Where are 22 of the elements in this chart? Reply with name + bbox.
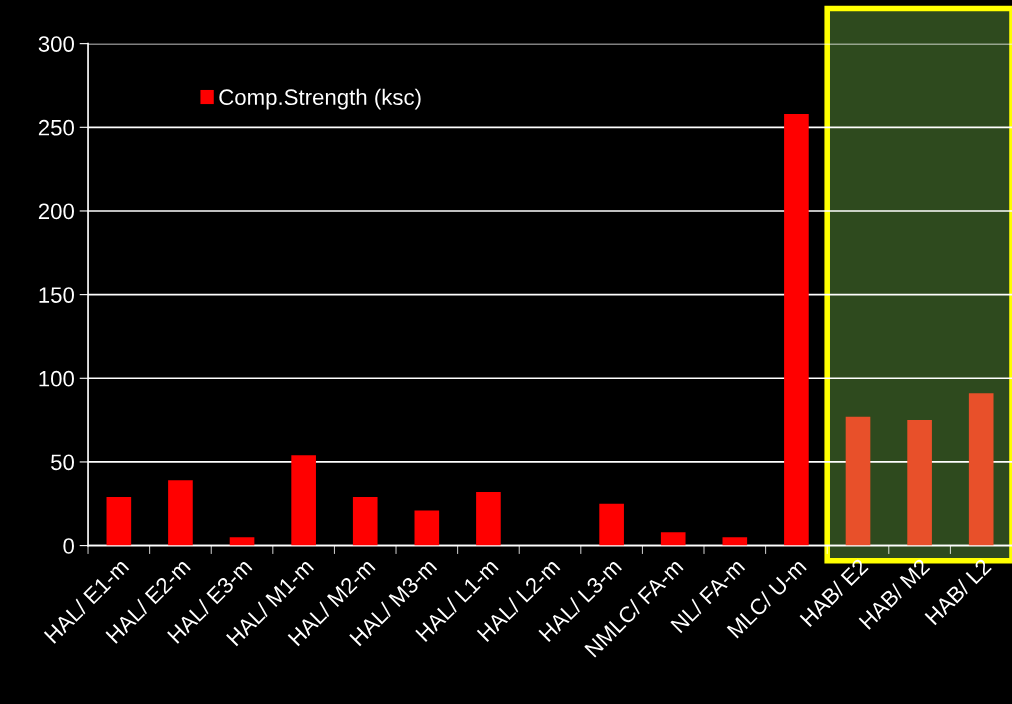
legend-label: Comp.Strength (ksc) — [219, 88, 421, 110]
y-tick-label: 300 — [38, 36, 74, 52]
y-tick-label: 0 — [63, 538, 74, 554]
bar — [722, 537, 748, 546]
y-tick-label: 150 — [39, 287, 74, 303]
bar — [660, 532, 686, 546]
bar — [229, 537, 255, 546]
bar — [968, 393, 994, 546]
bar — [599, 503, 624, 546]
y-tick-label: 50 — [51, 454, 74, 471]
bar — [845, 416, 871, 546]
bar — [414, 510, 440, 546]
bar — [168, 480, 193, 546]
y-tick-label: 250 — [38, 119, 74, 136]
bar — [106, 497, 132, 546]
y-tick-label: 100 — [39, 370, 74, 387]
bar — [907, 420, 932, 546]
bar — [476, 492, 501, 546]
bar — [352, 497, 378, 546]
y-tick-label: 200 — [38, 203, 74, 220]
bar — [784, 113, 809, 546]
bar — [291, 455, 316, 546]
